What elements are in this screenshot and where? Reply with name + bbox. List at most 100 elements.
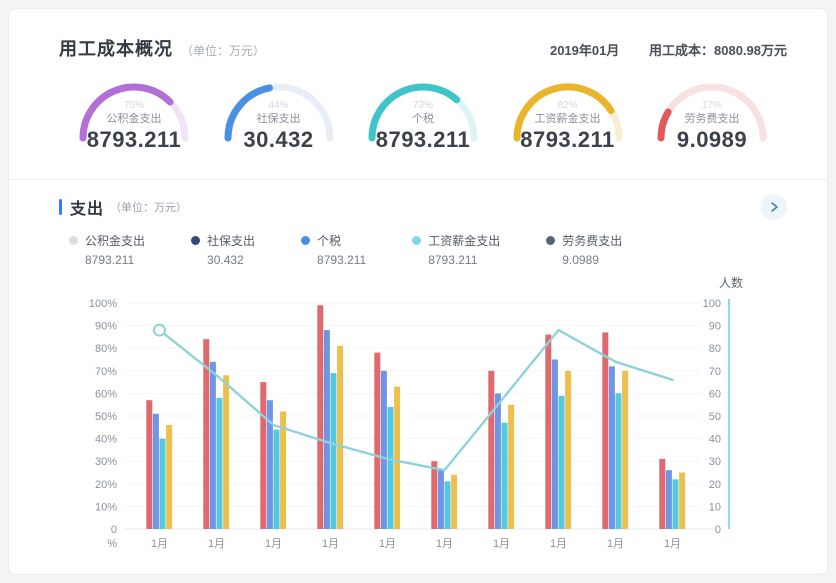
legend-dot: [412, 236, 422, 245]
legend-label: 劳务费支出: [562, 234, 623, 248]
legend-value: 8793.211: [428, 253, 478, 267]
bar-bar-blue-2: [266, 400, 273, 529]
bar-bar-blue-4: [380, 370, 387, 529]
y-axis-tick: 60%: [95, 388, 117, 400]
gauge-arc: [368, 83, 478, 142]
right-axis-tick: 10: [709, 501, 721, 513]
chart-svg: 100% 90% 80% 70% 60% 50% 40% 30% 20% 10% 0% 1月 1月 1月 1…: [89, 275, 743, 550]
gauge-arc: [657, 83, 767, 142]
dashboard-card: 用工成本概况 （单位：万元） 2019年01月 用工成本：8080.98万元 7…: [8, 8, 828, 575]
line-start-marker: [153, 323, 166, 337]
bar-bar-cyan-9: [672, 479, 679, 529]
expense-section-unit: （单位：万元）: [110, 202, 188, 214]
gauge-value: 9.0989: [676, 127, 748, 152]
expense-section-header: 支出 （单位：万元）: [59, 194, 787, 220]
gauge-label: 劳务费支出: [684, 113, 740, 125]
bar-bar-blue-7: [551, 359, 558, 529]
gauge-工资薪金支出: 82% 工资薪金支出 8793.211: [497, 79, 639, 163]
bar-bar-yellow-5: [451, 474, 458, 529]
x-axis-label: 1月: [208, 538, 225, 550]
bar-bar-yellow-9: [679, 472, 686, 529]
chart-legend: 公积金支出 8793.211 社保支出 30.432 个税 8793.211 工资薪金支出 8…: [59, 232, 787, 267]
bar-bar-red-8: [602, 332, 609, 529]
gauge-arc: [224, 83, 333, 142]
legend-item-劳务费支出[interactable]: 劳务费支出 9.0989: [546, 232, 622, 267]
y-axis-tick: 30%: [95, 456, 117, 468]
right-axis-title: 人数: [719, 275, 743, 290]
gauge-label: 工资薪金支出: [534, 113, 601, 125]
legend-dot: [301, 236, 311, 245]
total-cost-value: 8080.98万元: [714, 43, 787, 58]
bar-bar-cyan-7: [558, 395, 565, 529]
x-axis-label: 1月: [550, 538, 567, 550]
right-axis-tick: 70: [709, 366, 721, 378]
bar-bar-blue-3: [323, 330, 330, 529]
bar-bar-yellow-1: [223, 375, 230, 529]
gauge-arc: [79, 83, 189, 142]
gauge-value: 30.432: [243, 127, 314, 152]
legend-item-工资薪金支出[interactable]: 工资薪金支出 8793.211: [412, 232, 500, 267]
legend-dot: [69, 236, 78, 245]
legend-label: 个税: [317, 234, 342, 248]
legend-value: 30.432: [207, 253, 244, 267]
y-axis-tick: 70%: [95, 366, 117, 378]
bar-bar-yellow-8: [622, 370, 629, 529]
page-title: 用工成本概况: [59, 39, 173, 59]
legend-value: 9.0989: [562, 253, 599, 267]
line-series: [158, 328, 674, 472]
chevron-right-icon: [771, 202, 778, 212]
bar-bar-blue-9: [665, 470, 672, 529]
total-cost-label: 用工成本：8080.98万元: [648, 43, 787, 58]
next-page-button[interactable]: [761, 194, 787, 220]
section-accent-bar: [59, 199, 62, 215]
bar-bar-red-2: [260, 382, 267, 529]
right-axis-tick: 50: [709, 411, 721, 423]
bar-bar-red-1: [203, 339, 210, 529]
legend-dot: [191, 236, 201, 245]
bar-bar-yellow-7: [565, 370, 572, 529]
bar-bar-blue-0: [152, 413, 159, 529]
legend-item-公积金支出[interactable]: 公积金支出 8793.211: [69, 232, 145, 267]
gauge-公积金支出: 75% 公积金支出 8793.211: [63, 79, 205, 163]
right-axis-tick: 90: [709, 321, 721, 333]
y-axis-tick: 50%: [95, 411, 117, 423]
bar-bar-blue-8: [608, 366, 615, 529]
legend-item-社保支出[interactable]: 社保支出 30.432: [191, 232, 255, 267]
bar-bar-yellow-0: [166, 425, 173, 529]
bar-bar-yellow-4: [394, 386, 401, 529]
x-axis-label: 1月: [151, 538, 168, 550]
gauge-percent: 17%: [701, 100, 722, 111]
bar-bar-red-0: [146, 400, 153, 529]
gauge-percent: 82%: [557, 100, 578, 111]
bar-bar-cyan-3: [330, 373, 337, 529]
legend-label: 公积金支出: [85, 234, 146, 248]
page-header: 用工成本概况 （单位：万元） 2019年01月 用工成本：8080.98万元: [59, 35, 787, 61]
right-axis-tick: 20: [709, 479, 721, 491]
legend-value: 8793.211: [317, 253, 367, 267]
bar-bar-cyan-6: [501, 422, 508, 529]
bar-bar-blue-5: [437, 470, 444, 529]
y-axis-tick: 0: [111, 524, 117, 536]
expense-chart: 100% 90% 80% 70% 60% 50% 40% 30% 20% 10% 0% 1月 1月 1月 1…: [59, 271, 787, 572]
gauge-label: 个税: [412, 113, 434, 125]
right-axis-tick: 0: [715, 524, 721, 536]
right-axis-tick: 80: [709, 343, 721, 355]
gauge-个税: 73% 个税 8793.211: [352, 79, 494, 163]
x-axis-label: 1月: [265, 538, 282, 550]
bar-bar-cyan-8: [615, 393, 622, 529]
right-axis-tick: 40: [709, 434, 721, 446]
bar-bar-red-5: [431, 461, 438, 529]
y-axis-unit: %: [107, 538, 117, 550]
bar-bar-red-7: [545, 334, 552, 529]
gauge-劳务费支出: 17% 劳务费支出 9.0989: [641, 79, 783, 163]
gauge-percent: 75%: [123, 100, 144, 111]
legend-item-个税[interactable]: 个税 8793.211: [301, 232, 366, 267]
gauge-percent: 73%: [412, 100, 433, 111]
bar-bar-cyan-0: [159, 438, 166, 529]
gauge-value: 8793.211: [86, 127, 182, 152]
right-axis-tick: 30: [709, 456, 721, 468]
gauge-社保支出: 44% 社保支出 30.432: [208, 79, 350, 163]
page-title-unit: （单位：万元）: [181, 44, 266, 58]
y-axis-tick: 20%: [95, 479, 117, 491]
legend-label: 社保支出: [207, 234, 256, 248]
